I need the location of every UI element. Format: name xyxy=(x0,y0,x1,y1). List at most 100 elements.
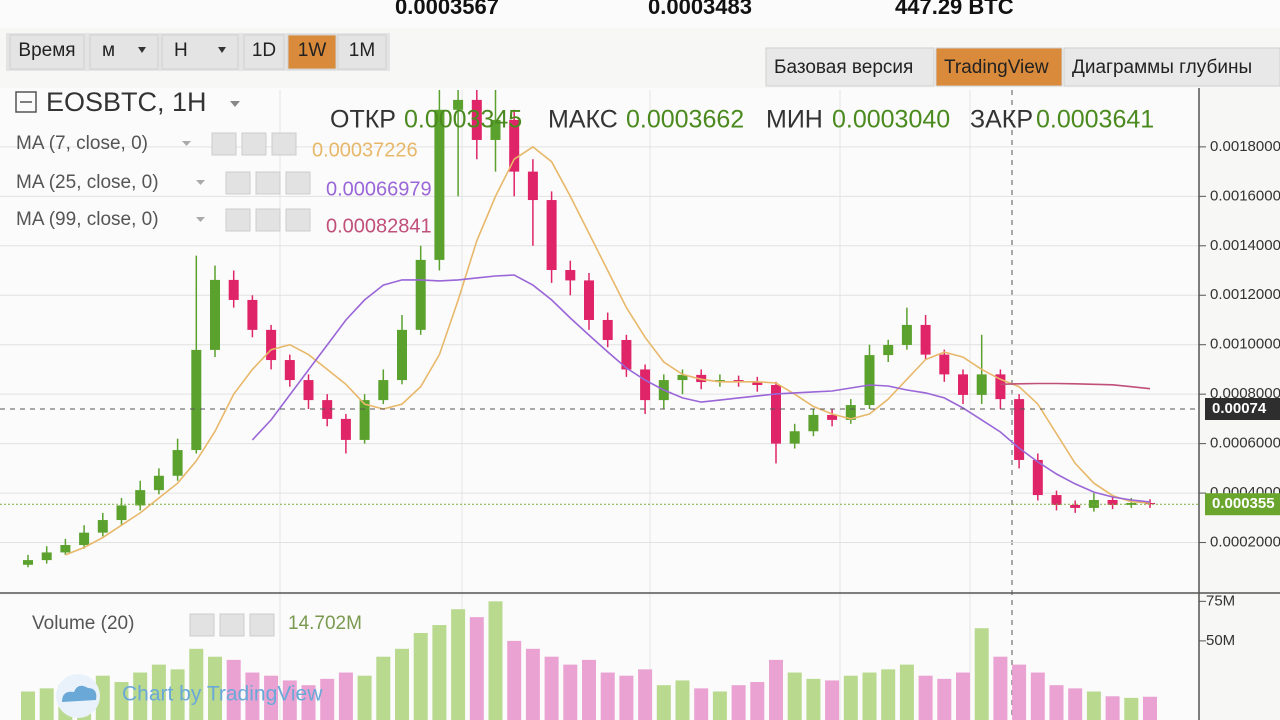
y-tick-label: 0.0002000 xyxy=(1210,534,1280,551)
volume-bar xyxy=(21,691,35,720)
toolbar-label: 1D xyxy=(252,40,276,61)
volume-bar xyxy=(208,656,222,720)
legend-icon[interactable] xyxy=(255,171,281,195)
tab-label: Базовая версия xyxy=(774,57,913,78)
candle-body xyxy=(453,99,464,110)
candle-body xyxy=(677,374,688,381)
ma-line xyxy=(1000,382,1151,390)
toolbar-button[interactable] xyxy=(9,34,85,70)
volume-bar xyxy=(151,664,166,720)
legend-arrow xyxy=(196,180,205,185)
candle-body xyxy=(172,450,183,476)
ohlc-value: 0.0003040 xyxy=(832,106,950,134)
candle-body xyxy=(340,418,351,440)
tab[interactable] xyxy=(1063,47,1280,87)
volume-bar xyxy=(638,669,653,720)
collapse-icon[interactable] xyxy=(15,91,37,113)
candle-body xyxy=(41,552,52,561)
volume-bar xyxy=(1012,664,1027,720)
candle-body xyxy=(920,324,931,355)
candle-body xyxy=(322,400,333,419)
candle-body xyxy=(958,374,968,395)
candle-body xyxy=(864,355,875,406)
toolbar-button[interactable] xyxy=(89,34,159,70)
volume-bar xyxy=(862,672,877,720)
volume-bar xyxy=(750,682,765,720)
volume-bar xyxy=(133,672,148,720)
header-value: 0.0003483 xyxy=(648,0,752,19)
volume-bar xyxy=(170,669,185,720)
ohlc-label: МИН xyxy=(766,106,823,134)
volume-icon[interactable] xyxy=(219,613,245,637)
candle-body xyxy=(135,490,146,506)
volume-bar xyxy=(675,680,690,720)
toolbar-label: Н xyxy=(174,40,188,61)
legend-icon[interactable] xyxy=(225,208,251,232)
candle-body xyxy=(116,505,127,521)
volume-bar xyxy=(507,640,522,720)
legend-icon[interactable] xyxy=(271,132,297,156)
legend-arrow xyxy=(182,141,191,146)
candle-body xyxy=(1070,504,1081,508)
candle-body xyxy=(546,200,557,271)
legend-icon[interactable] xyxy=(255,208,281,232)
volume-last: 14.702M xyxy=(288,613,362,634)
tab[interactable] xyxy=(765,47,935,87)
ma-line xyxy=(65,145,1151,556)
candle-body xyxy=(883,344,894,356)
candle-body xyxy=(771,385,781,444)
candle-body xyxy=(247,299,258,330)
volume-bar xyxy=(413,632,428,720)
volume-bar xyxy=(731,685,746,720)
toolbar-button[interactable] xyxy=(287,34,337,70)
volume-bar xyxy=(993,656,1008,720)
y-tick-label: 0.0016000 xyxy=(1210,187,1280,204)
crosshair-label: 0.00074 xyxy=(1212,400,1267,417)
ohlc-label: ЗАКР xyxy=(970,106,1033,134)
volume-bar xyxy=(1049,685,1064,720)
volume-bar xyxy=(357,675,372,720)
header-value: 447.29 BTC xyxy=(895,0,1014,19)
legend-icon[interactable] xyxy=(285,171,311,195)
toolbar-button[interactable] xyxy=(161,34,239,70)
legend-value: 0.00066979 xyxy=(326,178,432,200)
ma-line xyxy=(251,274,1151,503)
toolbar-label: 1W xyxy=(298,40,327,61)
legend-icon[interactable] xyxy=(285,208,311,232)
legend-icon[interactable] xyxy=(211,132,237,156)
volume-bar xyxy=(95,675,110,720)
volume-bar xyxy=(974,628,989,720)
volume-bar xyxy=(769,659,783,720)
legend-name: MA (99, close, 0) xyxy=(16,209,159,230)
candle-body xyxy=(1126,502,1137,505)
toolbar-button[interactable] xyxy=(243,34,285,70)
legend-icon[interactable] xyxy=(225,171,251,195)
volume-bar xyxy=(825,680,840,720)
legend-value: 0.00082841 xyxy=(326,215,432,237)
candle-body xyxy=(527,171,538,201)
volume-bar xyxy=(39,688,54,720)
last-price-box xyxy=(1205,493,1280,516)
volume-tick-label: 50M xyxy=(1206,632,1235,649)
legend-name: MA (7, close, 0) xyxy=(16,133,148,154)
candle-body xyxy=(210,279,220,350)
volume-bar xyxy=(563,664,578,720)
y-tick-label: 0.0012000 xyxy=(1210,286,1280,303)
candle-body xyxy=(808,414,819,432)
candle-body xyxy=(584,280,594,320)
volume-bar xyxy=(525,648,540,720)
tab[interactable] xyxy=(935,47,1063,87)
candle-body xyxy=(845,405,856,420)
candle-body xyxy=(640,369,651,401)
dropdown-arrow xyxy=(218,47,226,53)
volume-bar xyxy=(1124,697,1139,720)
volume-icon[interactable] xyxy=(249,613,275,637)
toolbar-button[interactable] xyxy=(337,34,387,70)
legend-icon[interactable] xyxy=(241,132,267,156)
volume-bar xyxy=(451,609,466,720)
volume-bar xyxy=(338,672,353,720)
volume-bar xyxy=(712,691,727,720)
last-price-label: 0.000355 xyxy=(1212,495,1275,512)
volume-icon[interactable] xyxy=(189,613,215,637)
